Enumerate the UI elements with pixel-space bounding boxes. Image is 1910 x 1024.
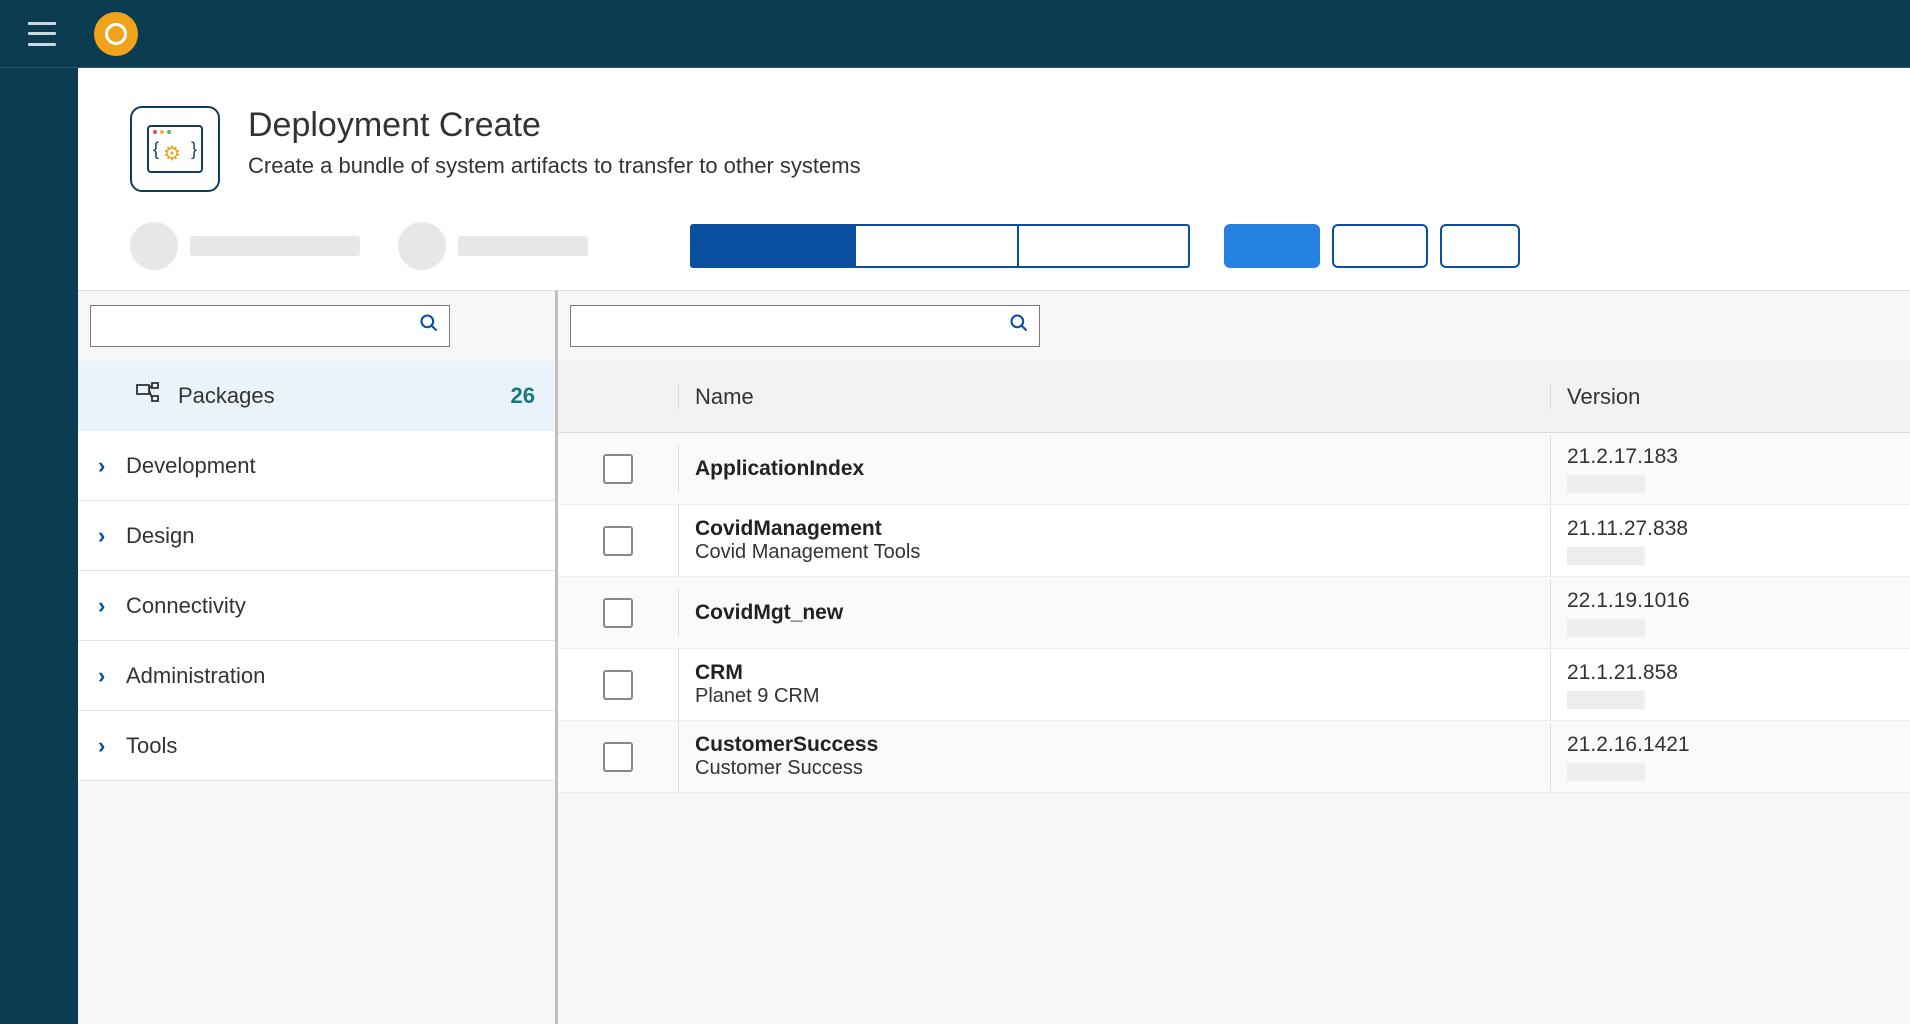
chevron-right-icon: › xyxy=(98,663,126,689)
row-desc: Planet 9 CRM xyxy=(695,685,1534,708)
search-icon xyxy=(419,313,439,339)
main-area: { ⚙ } Deployment Create Create a bundle … xyxy=(78,68,1910,1024)
page-subtitle: Create a bundle of system artifacts to t… xyxy=(248,153,861,179)
primary-action-button[interactable] xyxy=(1224,224,1320,268)
secondary-action-button[interactable] xyxy=(1332,224,1428,268)
row-subversion-placeholder xyxy=(1567,475,1645,493)
row-desc: Customer Success xyxy=(695,757,1534,780)
table-row[interactable]: CRMPlanet 9 CRM 21.1.21.858 xyxy=(558,649,1910,721)
page-title: Deployment Create xyxy=(248,106,861,145)
tree-item[interactable]: ›Design xyxy=(78,501,555,571)
toolbar-placeholder-label xyxy=(458,236,588,256)
chevron-right-icon: › xyxy=(98,593,126,619)
logo-ring-icon xyxy=(105,23,127,45)
page-header-icon: { ⚙ } xyxy=(130,106,220,192)
logo[interactable] xyxy=(94,12,138,56)
column-name[interactable]: Name xyxy=(678,384,1550,410)
chevron-right-icon: › xyxy=(98,453,126,479)
packages-header[interactable]: Packages 26 xyxy=(78,361,555,431)
row-name: CovidManagement xyxy=(695,517,1534,541)
row-subversion-placeholder xyxy=(1567,763,1645,781)
row-name: CovidMgt_new xyxy=(695,601,1534,625)
right-panel: Name Version ApplicationIndex 21.2.17.183… xyxy=(558,291,1910,1024)
tree-item[interactable]: ›Administration xyxy=(78,641,555,711)
tree-item-label: Tools xyxy=(126,733,177,759)
row-subversion-placeholder xyxy=(1567,619,1645,637)
toolbar-placeholder-label xyxy=(190,236,360,256)
tree-item[interactable]: ›Tools xyxy=(78,711,555,781)
row-checkbox[interactable] xyxy=(603,526,633,556)
left-panel: Packages 26 ›Development›Design›Connecti… xyxy=(78,291,558,1024)
category-tree: ›Development›Design›Connectivity›Adminis… xyxy=(78,431,555,781)
chevron-right-icon: › xyxy=(98,523,126,549)
table-row[interactable]: CovidManagementCovid Management Tools 21.… xyxy=(558,505,1910,577)
search-icon xyxy=(1009,313,1029,339)
row-version: 21.1.21.858 xyxy=(1567,661,1678,684)
menu-icon[interactable] xyxy=(28,22,56,46)
packages-label: Packages xyxy=(178,383,275,409)
table-row[interactable]: CustomerSuccessCustomer Success 21.2.16.1… xyxy=(558,721,1910,793)
chevron-right-icon: › xyxy=(98,733,126,759)
row-desc: Covid Management Tools xyxy=(695,541,1534,564)
row-name: ApplicationIndex xyxy=(695,457,1534,481)
toolbar-placeholder-icon xyxy=(398,222,446,270)
topbar xyxy=(0,0,1910,68)
row-checkbox[interactable] xyxy=(603,742,633,772)
tree-item-label: Administration xyxy=(126,663,265,689)
tree-item-label: Connectivity xyxy=(126,593,246,619)
row-version: 21.11.27.838 xyxy=(1567,517,1688,540)
row-checkbox[interactable] xyxy=(603,598,633,628)
progress-segments xyxy=(690,224,1190,268)
content-split: Packages 26 ›Development›Design›Connecti… xyxy=(78,290,1910,1024)
row-version: 21.2.16.1421 xyxy=(1567,733,1690,756)
tree-item[interactable]: ›Connectivity xyxy=(78,571,555,641)
table-header: Name Version xyxy=(558,361,1910,433)
table-row[interactable]: CovidMgt_new 22.1.19.1016 xyxy=(558,577,1910,649)
left-search[interactable] xyxy=(90,305,450,347)
tree-item-label: Design xyxy=(126,523,194,549)
secondary-action-button[interactable] xyxy=(1440,224,1520,268)
row-checkbox[interactable] xyxy=(603,454,633,484)
column-version[interactable]: Version xyxy=(1550,384,1910,410)
packages-count: 26 xyxy=(511,383,535,409)
row-name: CustomerSuccess xyxy=(695,733,1534,757)
toolbar-placeholder-icon xyxy=(130,222,178,270)
row-subversion-placeholder xyxy=(1567,691,1645,709)
row-subversion-placeholder xyxy=(1567,547,1645,565)
tree-item[interactable]: ›Development xyxy=(78,431,555,501)
table-body: ApplicationIndex 21.2.17.183 CovidManageme… xyxy=(558,433,1910,793)
tree-item-label: Development xyxy=(126,453,256,479)
row-name: CRM xyxy=(695,661,1534,685)
left-search-input[interactable] xyxy=(101,317,419,335)
row-checkbox[interactable] xyxy=(603,670,633,700)
packages-icon xyxy=(136,382,160,410)
row-version: 22.1.19.1016 xyxy=(1567,589,1690,612)
table-row[interactable]: ApplicationIndex 21.2.17.183 xyxy=(558,433,1910,505)
toolbar xyxy=(78,210,1910,290)
right-search[interactable] xyxy=(570,305,1040,347)
row-version: 21.2.17.183 xyxy=(1567,445,1678,468)
page-header: { ⚙ } Deployment Create Create a bundle … xyxy=(78,68,1910,210)
right-search-input[interactable] xyxy=(581,317,1009,335)
